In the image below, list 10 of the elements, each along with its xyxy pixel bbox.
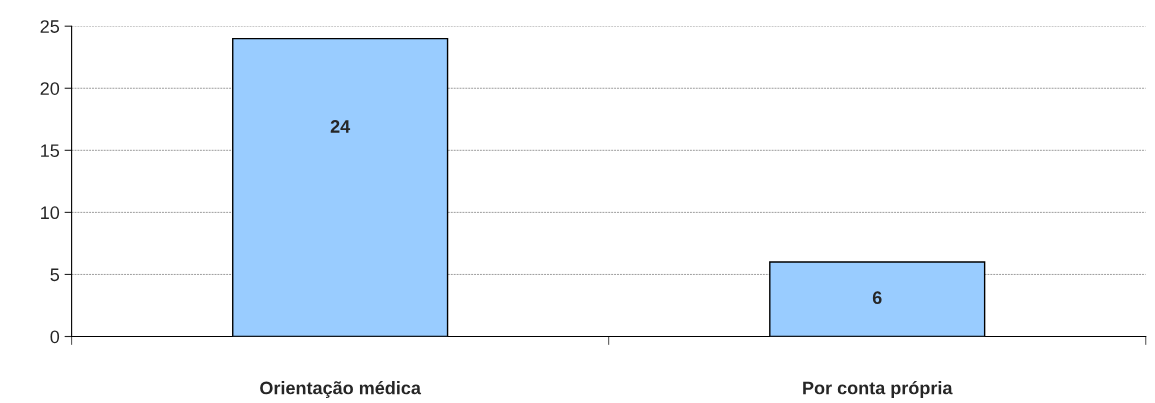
- y-tick-label: 0: [50, 330, 60, 344]
- x-tick-label: Por conta própria: [803, 380, 953, 398]
- y-tick-label: 15: [41, 144, 60, 158]
- data-label: 24: [330, 120, 351, 133]
- y-tick-label: 20: [40, 82, 60, 95]
- x-tick-label: Orientação médica: [260, 380, 422, 398]
- y-tick-label: 25: [40, 20, 60, 33]
- data-label: 6: [872, 291, 882, 305]
- y-tick-label: 10: [41, 206, 60, 220]
- y-tick-label: 5: [50, 268, 60, 282]
